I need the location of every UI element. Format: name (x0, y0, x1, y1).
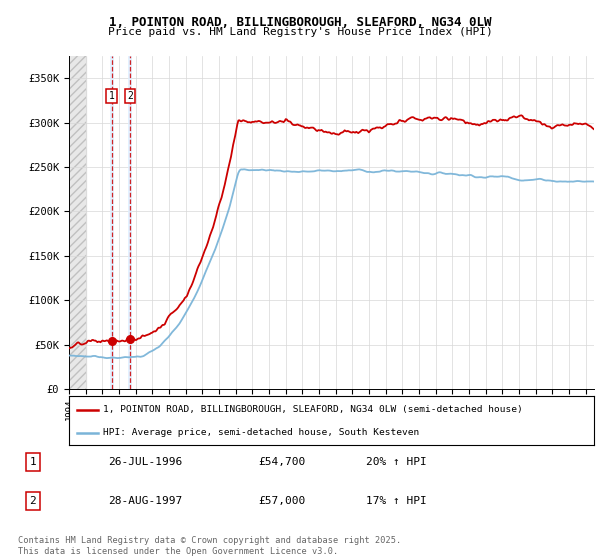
Text: 2: 2 (127, 91, 133, 101)
Text: £57,000: £57,000 (258, 496, 305, 506)
Text: HPI: Average price, semi-detached house, South Kesteven: HPI: Average price, semi-detached house,… (103, 428, 419, 437)
Text: 28-AUG-1997: 28-AUG-1997 (108, 496, 182, 506)
Text: 17% ↑ HPI: 17% ↑ HPI (366, 496, 427, 506)
Text: 1: 1 (109, 91, 115, 101)
Bar (69, 56, 86, 389)
Bar (128, 56, 132, 389)
Text: 20% ↑ HPI: 20% ↑ HPI (366, 457, 427, 467)
Text: 1: 1 (29, 457, 37, 467)
Text: Contains HM Land Registry data © Crown copyright and database right 2025.
This d: Contains HM Land Registry data © Crown c… (18, 536, 401, 556)
Text: 2: 2 (29, 496, 37, 506)
Bar (69, 56, 86, 389)
Bar (110, 56, 114, 389)
Text: 26-JUL-1996: 26-JUL-1996 (108, 457, 182, 467)
Text: 1, POINTON ROAD, BILLINGBOROUGH, SLEAFORD, NG34 0LW: 1, POINTON ROAD, BILLINGBOROUGH, SLEAFOR… (109, 16, 491, 29)
Text: £54,700: £54,700 (258, 457, 305, 467)
Text: Price paid vs. HM Land Registry's House Price Index (HPI): Price paid vs. HM Land Registry's House … (107, 27, 493, 37)
Text: 1, POINTON ROAD, BILLINGBOROUGH, SLEAFORD, NG34 0LW (semi-detached house): 1, POINTON ROAD, BILLINGBOROUGH, SLEAFOR… (103, 405, 523, 414)
